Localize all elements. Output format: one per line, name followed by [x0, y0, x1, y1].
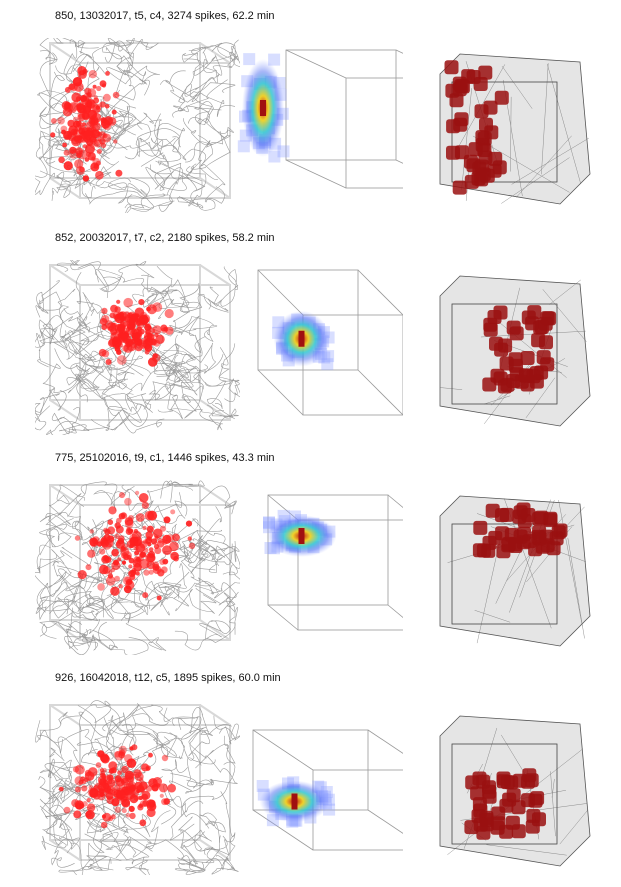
heatmap-voxels	[272, 311, 335, 370]
row-caption: 852, 20032017, t7, c2, 2180 spikes, 58.2…	[55, 232, 275, 244]
firing-rate-heatmap	[228, 480, 403, 655]
trajectory-spike-plot	[35, 260, 240, 435]
figure-row: 926, 16042018, t12, c5, 1895 spikes, 60.…	[0, 672, 621, 887]
spike-dots	[99, 298, 174, 367]
convex-hull	[440, 276, 590, 426]
trajectory-spike-plot	[35, 480, 240, 655]
figure-row: 775, 25102016, t9, c1, 1446 spikes, 43.3…	[0, 452, 621, 667]
heatmap-voxels	[238, 53, 290, 162]
trajectory-spike-plot	[35, 38, 240, 213]
firing-rate-heatmap	[228, 260, 403, 435]
figure-row: 852, 20032017, t7, c2, 2180 spikes, 58.2…	[0, 232, 621, 447]
firing-rate-heatmap	[228, 38, 403, 213]
heatmap-voxels	[263, 510, 337, 557]
row-caption: 926, 16042018, t12, c5, 1895 spikes, 60.…	[55, 672, 281, 684]
figure-row: 850, 13032017, t5, c4, 3274 spikes, 62.2…	[0, 10, 621, 225]
heatmap-voxels	[257, 776, 335, 827]
trajectory-lines	[35, 38, 240, 213]
row-caption: 850, 13032017, t5, c4, 3274 spikes, 62.2…	[55, 10, 275, 22]
place-field-3d-render	[420, 694, 610, 884]
row-caption: 775, 25102016, t9, c1, 1446 spikes, 43.3…	[55, 452, 275, 464]
arena-cube-outline	[286, 50, 403, 188]
place-field-blob	[464, 768, 546, 840]
place-field-3d-render	[420, 32, 610, 222]
place-field-3d-render	[420, 474, 610, 664]
trajectory-spike-plot	[35, 700, 240, 875]
place-field-3d-render	[420, 254, 610, 444]
firing-rate-heatmap	[228, 700, 403, 875]
